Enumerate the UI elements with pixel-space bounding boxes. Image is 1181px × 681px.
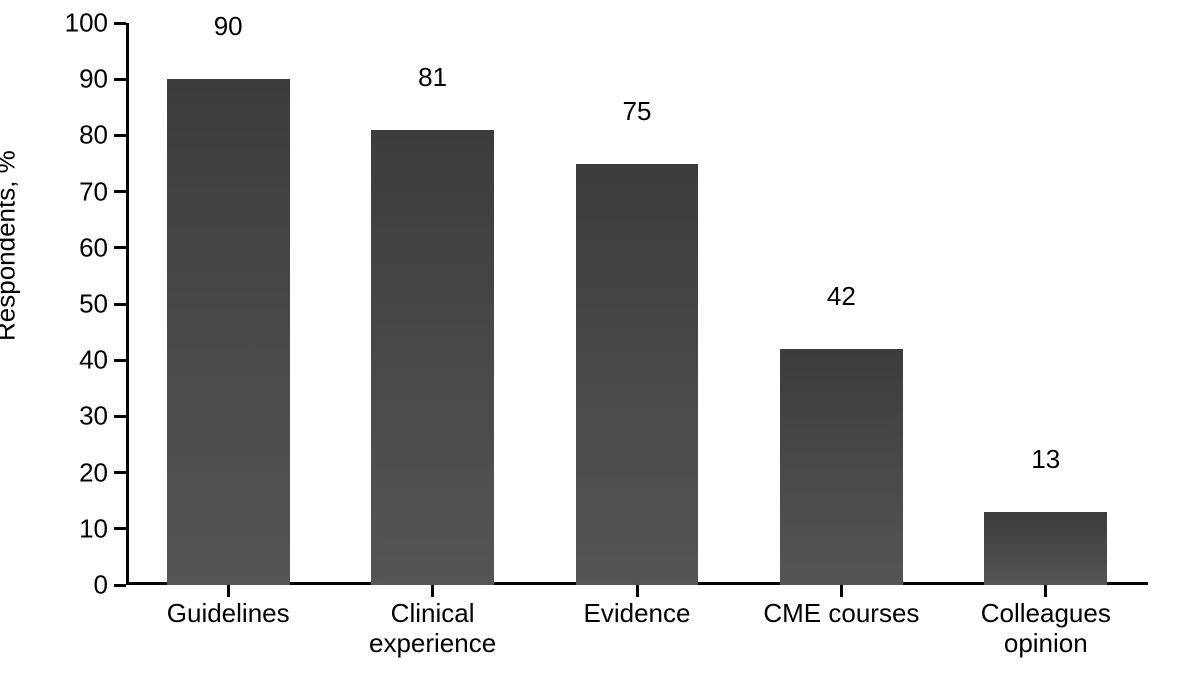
chart-container: Respondents, % 010203040506070809010090G… bbox=[0, 0, 1181, 681]
bar bbox=[780, 349, 903, 585]
y-tick-label: 70 bbox=[79, 176, 126, 207]
bar-value-label: 90 bbox=[214, 11, 243, 42]
x-tick-label: CME courses bbox=[763, 585, 919, 629]
y-tick-label: 50 bbox=[79, 289, 126, 320]
y-tick-label: 10 bbox=[79, 513, 126, 544]
bar-value-label: 13 bbox=[1031, 444, 1060, 475]
y-tick-label: 0 bbox=[94, 570, 126, 601]
x-tick-label: Colleagues opinion bbox=[981, 585, 1111, 659]
bar bbox=[167, 79, 290, 585]
x-tick-label: Clinical experience bbox=[369, 585, 496, 659]
bar bbox=[576, 164, 699, 586]
y-axis-line bbox=[126, 23, 129, 585]
bar-value-label: 75 bbox=[623, 96, 652, 127]
y-tick-label: 40 bbox=[79, 345, 126, 376]
y-tick-label: 90 bbox=[79, 64, 126, 95]
bar-value-label: 81 bbox=[418, 62, 447, 93]
bar bbox=[984, 512, 1107, 585]
bar-value-label: 42 bbox=[827, 281, 856, 312]
bar bbox=[371, 130, 494, 585]
y-tick-label: 20 bbox=[79, 457, 126, 488]
y-axis-label: Respondents, % bbox=[0, 150, 22, 341]
y-tick-label: 100 bbox=[65, 8, 126, 39]
y-tick-label: 80 bbox=[79, 120, 126, 151]
plot-area: 010203040506070809010090Guidelines81Clin… bbox=[126, 23, 1148, 585]
y-tick-label: 30 bbox=[79, 401, 126, 432]
x-tick-label: Evidence bbox=[584, 585, 691, 629]
x-tick-label: Guidelines bbox=[167, 585, 290, 629]
y-tick-label: 60 bbox=[79, 232, 126, 263]
